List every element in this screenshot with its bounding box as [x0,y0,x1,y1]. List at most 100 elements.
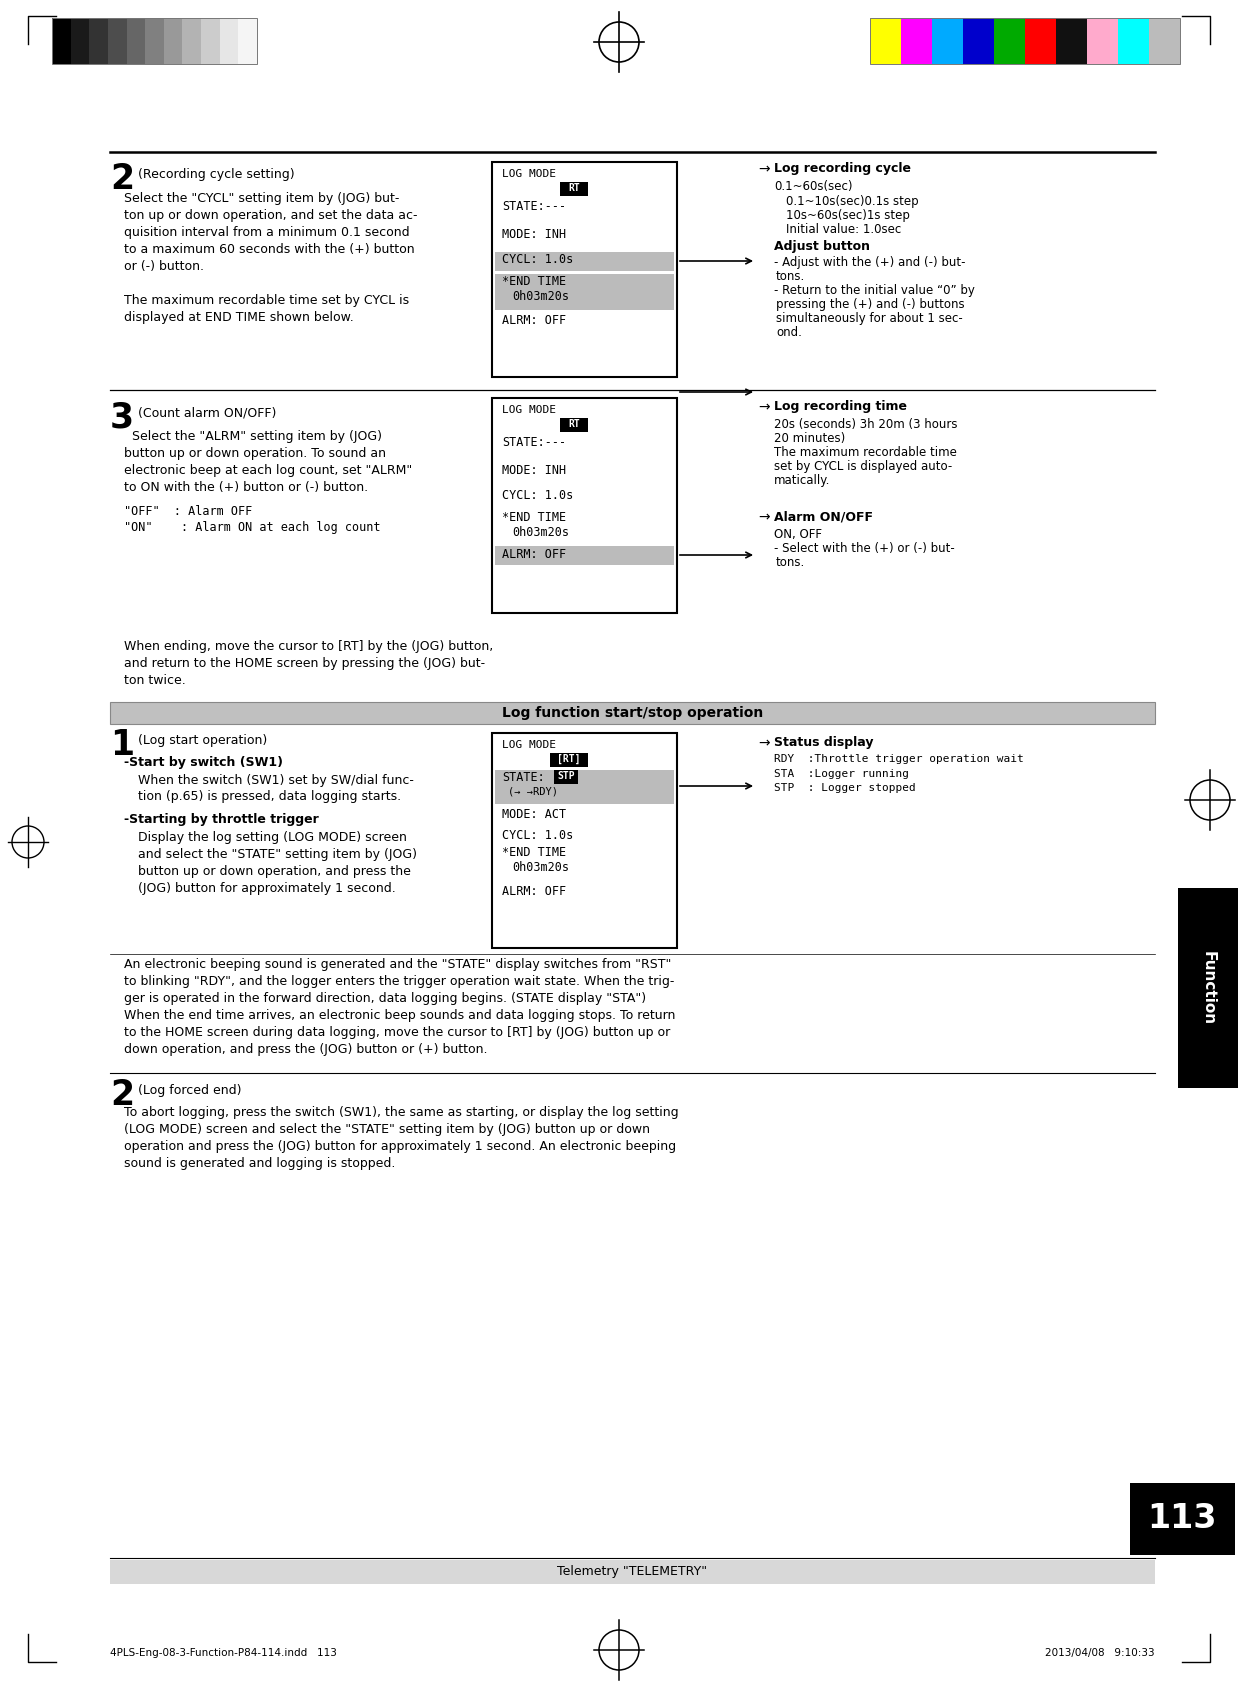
Text: Adjust button: Adjust button [774,239,870,253]
Text: tons.: tons. [776,556,805,570]
Text: ond.: ond. [776,325,802,339]
Text: set by CYCL is displayed auto-: set by CYCL is displayed auto- [774,460,952,473]
Text: (Log forced end): (Log forced end) [137,1083,241,1097]
Text: LOG MODE: LOG MODE [501,404,556,415]
Text: button up or down operation. To sound an: button up or down operation. To sound an [124,447,386,460]
Text: ALRM: OFF: ALRM: OFF [501,548,566,561]
Bar [994,19,1025,64]
Text: Alarm ON/OFF: Alarm ON/OFF [774,511,873,522]
Text: LOG MODE: LOG MODE [501,168,556,179]
Text: Select the "CYCL" setting item by (JOG) but-: Select the "CYCL" setting item by (JOG) … [124,192,400,206]
Text: (Log start operation): (Log start operation) [137,735,267,746]
Text: When the end time arrives, an electronic beep sounds and data logging stops. To : When the end time arrives, an electronic… [124,1009,676,1023]
Text: and return to the HOME screen by pressing the (JOG) but-: and return to the HOME screen by pressin… [124,657,485,671]
Text: ton twice.: ton twice. [124,674,186,687]
Text: to blinking "RDY", and the logger enters the trigger operation wait state. When : to blinking "RDY", and the logger enters… [124,976,675,987]
Bar [870,19,1180,64]
Text: MODE: INH: MODE: INH [501,463,566,477]
Text: STA  :Logger running: STA :Logger running [774,768,909,778]
Bar [52,19,258,64]
Bar [491,733,677,949]
Text: [RT]: [RT] [557,753,581,765]
Text: When ending, move the cursor to [RT] by the (JOG) button,: When ending, move the cursor to [RT] by … [124,640,493,654]
Text: 0h03m20s: 0h03m20s [513,290,569,303]
Text: *END TIME: *END TIME [501,275,566,288]
Text: Log recording time: Log recording time [774,399,907,413]
Text: RT: RT [568,420,579,430]
Text: to the HOME screen during data logging, move the cursor to [RT] by (JOG) button : to the HOME screen during data logging, … [124,1026,670,1040]
Text: - Select with the (+) or (-) but-: - Select with the (+) or (-) but- [774,543,954,554]
Text: STATE:---: STATE:--- [501,436,566,448]
Text: STP: STP [557,772,574,782]
Text: Initial value: 1.0sec: Initial value: 1.0sec [786,222,901,236]
Bar [550,753,588,767]
Text: pressing the (+) and (-) buttons: pressing the (+) and (-) buttons [776,298,964,312]
Text: ON, OFF: ON, OFF [774,527,822,541]
Bar [219,19,239,64]
Bar [560,418,588,431]
Text: To abort logging, press the switch (SW1), the same as starting, or display the l: To abort logging, press the switch (SW1)… [124,1105,678,1119]
Text: simultaneously for about 1 sec-: simultaneously for about 1 sec- [776,312,963,325]
Text: LOG MODE: LOG MODE [501,740,556,750]
Bar [491,162,677,377]
Text: CYCL: 1.0s: CYCL: 1.0s [501,489,573,502]
Text: Telemetry "TELEMETRY": Telemetry "TELEMETRY" [557,1565,708,1579]
Text: 3: 3 [110,399,134,435]
Text: Function: Function [1201,950,1216,1024]
Bar [495,546,673,564]
Text: sound is generated and logging is stopped.: sound is generated and logging is stoppe… [124,1158,395,1169]
Text: STATE:---: STATE:--- [501,201,566,212]
Text: operation and press the (JOG) button for approximately 1 second. An electronic b: operation and press the (JOG) button for… [124,1141,676,1153]
Bar [932,19,963,64]
Bar [201,19,219,64]
Text: Log recording cycle: Log recording cycle [774,162,911,175]
Bar [870,19,901,64]
Text: 2: 2 [110,1078,134,1112]
Text: 0h03m20s: 0h03m20s [513,526,569,539]
Text: 2013/04/08   9:10:33: 2013/04/08 9:10:33 [1045,1648,1155,1658]
Text: 0h03m20s: 0h03m20s [513,861,569,875]
Bar [239,19,258,64]
Bar [495,253,673,271]
Text: CYCL: 1.0s: CYCL: 1.0s [501,829,573,842]
Text: STATE:: STATE: [501,772,545,784]
Text: MODE: ACT: MODE: ACT [501,809,566,821]
Text: An electronic beeping sound is generated and the "STATE" display switches from ": An electronic beeping sound is generated… [124,959,671,971]
Text: 20 minutes): 20 minutes) [774,431,846,445]
Bar [1149,19,1180,64]
Bar [126,19,145,64]
Text: →: → [758,736,770,750]
Text: "OFF"  : Alarm OFF: "OFF" : Alarm OFF [124,506,253,517]
Bar [110,1560,1155,1584]
Text: *END TIME: *END TIME [501,511,566,524]
Text: to ON with the (+) button or (-) button.: to ON with the (+) button or (-) button. [124,480,368,494]
Text: tons.: tons. [776,270,805,283]
Text: 2: 2 [110,162,134,195]
Text: (LOG MODE) screen and select the "STATE" setting item by (JOG) button up or down: (LOG MODE) screen and select the "STATE"… [124,1122,650,1136]
Bar [163,19,182,64]
Text: Log function start/stop operation: Log function start/stop operation [501,706,763,719]
Text: 10s~60s(sec)1s step: 10s~60s(sec)1s step [786,209,910,222]
Text: 0.1~60s(sec): 0.1~60s(sec) [774,180,853,194]
Text: (Recording cycle setting): (Recording cycle setting) [137,168,295,180]
Text: down operation, and press the (JOG) button or (+) button.: down operation, and press the (JOG) butt… [124,1043,488,1056]
Text: quisition interval from a minimum 0.1 second: quisition interval from a minimum 0.1 se… [124,226,410,239]
Text: RT: RT [568,184,579,194]
Text: CYCL: 1.0s: CYCL: 1.0s [501,253,573,266]
Text: 20s (seconds) 3h 20m (3 hours: 20s (seconds) 3h 20m (3 hours [774,418,957,431]
Text: or (-) button.: or (-) button. [124,259,204,273]
Text: (→ →RDY): (→ →RDY) [508,785,558,795]
Bar [1118,19,1149,64]
Bar [89,19,108,64]
Bar [182,19,201,64]
Text: Display the log setting (LOG MODE) screen: Display the log setting (LOG MODE) scree… [137,831,407,844]
Text: -Start by switch (SW1): -Start by switch (SW1) [124,757,284,768]
Text: RDY  :Throttle trigger operation wait: RDY :Throttle trigger operation wait [774,753,1024,763]
Bar [1179,888,1238,1089]
Text: - Adjust with the (+) and (-) but-: - Adjust with the (+) and (-) but- [774,256,966,270]
Text: 0.1~10s(sec)0.1s step: 0.1~10s(sec)0.1s step [786,195,919,207]
Bar [1025,19,1056,64]
Bar [495,770,673,804]
Text: "ON"    : Alarm ON at each log count: "ON" : Alarm ON at each log count [124,521,380,534]
Text: (Count alarm ON/OFF): (Count alarm ON/OFF) [137,406,276,420]
